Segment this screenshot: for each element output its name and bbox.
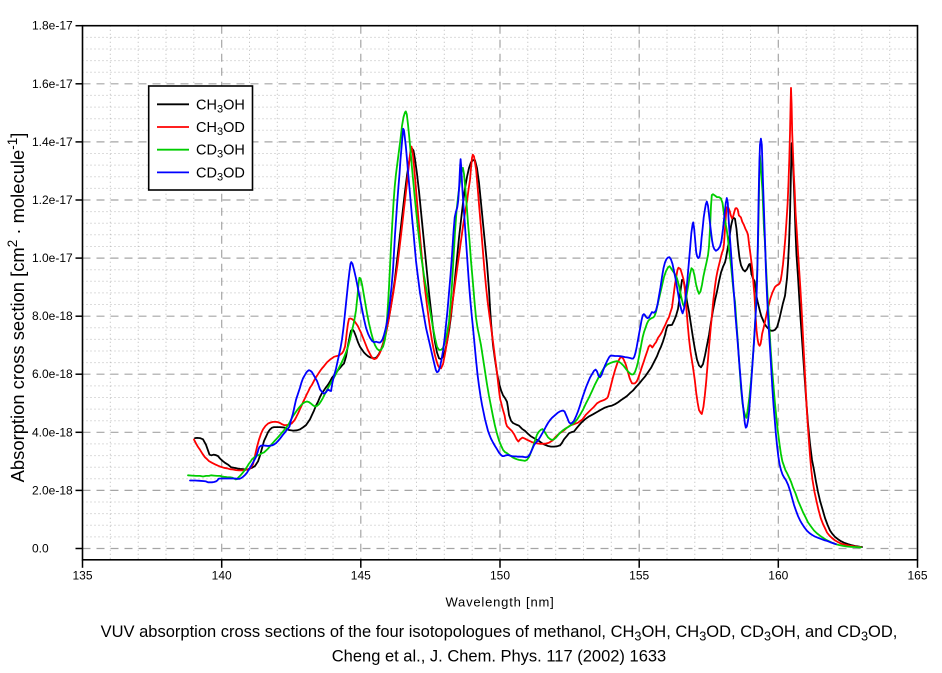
svg-text:1.0e-17: 1.0e-17 [32, 251, 73, 265]
svg-text:1.4e-17: 1.4e-17 [32, 135, 73, 149]
svg-text:1.2e-17: 1.2e-17 [32, 193, 73, 207]
svg-text:1.6e-17: 1.6e-17 [32, 77, 73, 91]
svg-text:6.0e-18: 6.0e-18 [32, 367, 73, 381]
svg-text:VUV absorption cross sections: VUV absorption cross sections of the fou… [101, 623, 898, 644]
svg-text:155: 155 [629, 569, 649, 583]
svg-text:Cheng et al., J. Chem. Phys. 1: Cheng et al., J. Chem. Phys. 117 (2002) … [332, 648, 666, 666]
svg-text:8.0e-18: 8.0e-18 [32, 309, 73, 323]
svg-text:CD3OD: CD3OD [196, 165, 245, 183]
svg-text:145: 145 [351, 569, 371, 583]
svg-text:0.0: 0.0 [32, 542, 49, 556]
svg-text:135: 135 [72, 569, 92, 583]
svg-text:2.0e-18: 2.0e-18 [32, 483, 73, 497]
svg-text:140: 140 [212, 569, 232, 583]
svg-text:4.0e-18: 4.0e-18 [32, 425, 73, 439]
svg-text:150: 150 [490, 569, 510, 583]
svg-text:CD3OH: CD3OH [196, 143, 245, 161]
svg-text:160: 160 [768, 569, 788, 583]
svg-text:CH3OH: CH3OH [196, 97, 245, 115]
svg-text:Wavelength [nm]: Wavelength [nm] [445, 595, 554, 610]
svg-text:1.8e-17: 1.8e-17 [32, 19, 73, 33]
svg-text:Absorption cross section [cm2: Absorption cross section [cm2 · molecule… [5, 133, 28, 483]
svg-text:CH3OD: CH3OD [196, 120, 245, 138]
svg-text:165: 165 [907, 569, 927, 583]
